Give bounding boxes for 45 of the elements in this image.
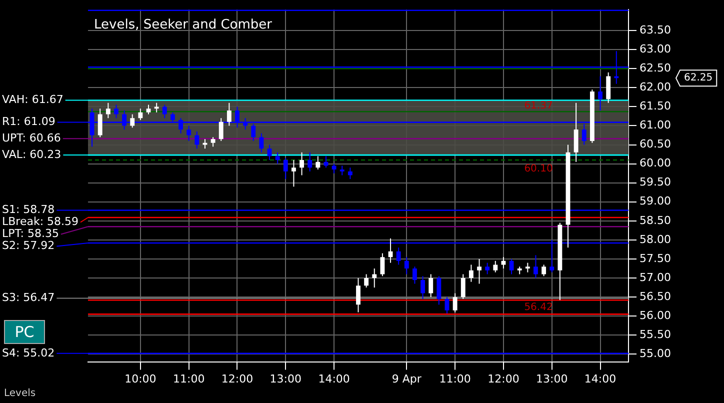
ref-line-label: LPT: 58.35 bbox=[2, 227, 59, 240]
y-tick-label: 59.00 bbox=[640, 194, 672, 208]
y-tick-label: 57.00 bbox=[640, 270, 672, 284]
y-tick-label: 56.00 bbox=[640, 308, 672, 322]
y-tick-label: 58.50 bbox=[640, 214, 672, 227]
y-tick-label: 58.00 bbox=[640, 232, 672, 246]
annotation: 61.37 bbox=[524, 100, 553, 112]
ref-line-label: VAL: 60.23 bbox=[2, 148, 62, 161]
x-tick-label: 13:00 bbox=[536, 372, 568, 386]
y-tick-label: 61.00 bbox=[640, 118, 672, 132]
y-tick-label: 61.50 bbox=[640, 100, 672, 113]
y-tick-label: 60.50 bbox=[640, 138, 672, 151]
text: Levels bbox=[4, 388, 36, 399]
text: Levels, Seeker and Comber bbox=[94, 17, 273, 32]
pc-button: PC bbox=[4, 320, 45, 344]
y-tick-label: 60.00 bbox=[640, 156, 672, 170]
x-tick-label: 11:00 bbox=[172, 372, 205, 386]
ref-line-label: S1: 58.78 bbox=[2, 203, 55, 216]
y-tick-label: 62.50 bbox=[640, 61, 672, 74]
x-tick-label: 14:00 bbox=[318, 372, 350, 386]
x-tick-label: 10:00 bbox=[124, 372, 156, 386]
ref-line-label: LBreak: 58.59 bbox=[2, 215, 79, 228]
y-tick-label: 56.50 bbox=[640, 290, 672, 303]
ref-line-label: UPT: 60.66 bbox=[2, 132, 61, 145]
y-tick-label: 62.00 bbox=[640, 80, 672, 94]
y-tick-label: 57.50 bbox=[640, 252, 672, 265]
x-tick-label: 14:00 bbox=[584, 372, 616, 386]
ref-line-label: S4: 55.02 bbox=[2, 346, 55, 360]
x-tick-label: 9 Apr bbox=[392, 372, 422, 386]
y-tick-label: 63.00 bbox=[640, 42, 672, 56]
y-tick-label: 63.50 bbox=[640, 23, 672, 36]
x-tick-label: 11:00 bbox=[439, 372, 471, 386]
ref-line-label: S3: 56.47 bbox=[2, 291, 55, 304]
x-tick-label: 12:00 bbox=[221, 372, 254, 386]
ref-line-label: R1: 61.09 bbox=[2, 115, 56, 128]
annotation: 60.10 bbox=[524, 164, 553, 175]
x-tick-label: 13:00 bbox=[270, 372, 302, 386]
ref-line-label: VAH: 61.67 bbox=[2, 93, 64, 106]
text: 62.25 bbox=[684, 72, 713, 84]
y-tick-label: 55.00 bbox=[640, 347, 672, 360]
y-tick-label: 59.50 bbox=[640, 176, 672, 189]
annotation: 56.42 bbox=[524, 302, 553, 313]
y-tick-label: 55.50 bbox=[640, 328, 672, 342]
x-tick-label: 12:00 bbox=[488, 372, 520, 386]
ref-line-label: S2: 57.92 bbox=[2, 239, 55, 252]
